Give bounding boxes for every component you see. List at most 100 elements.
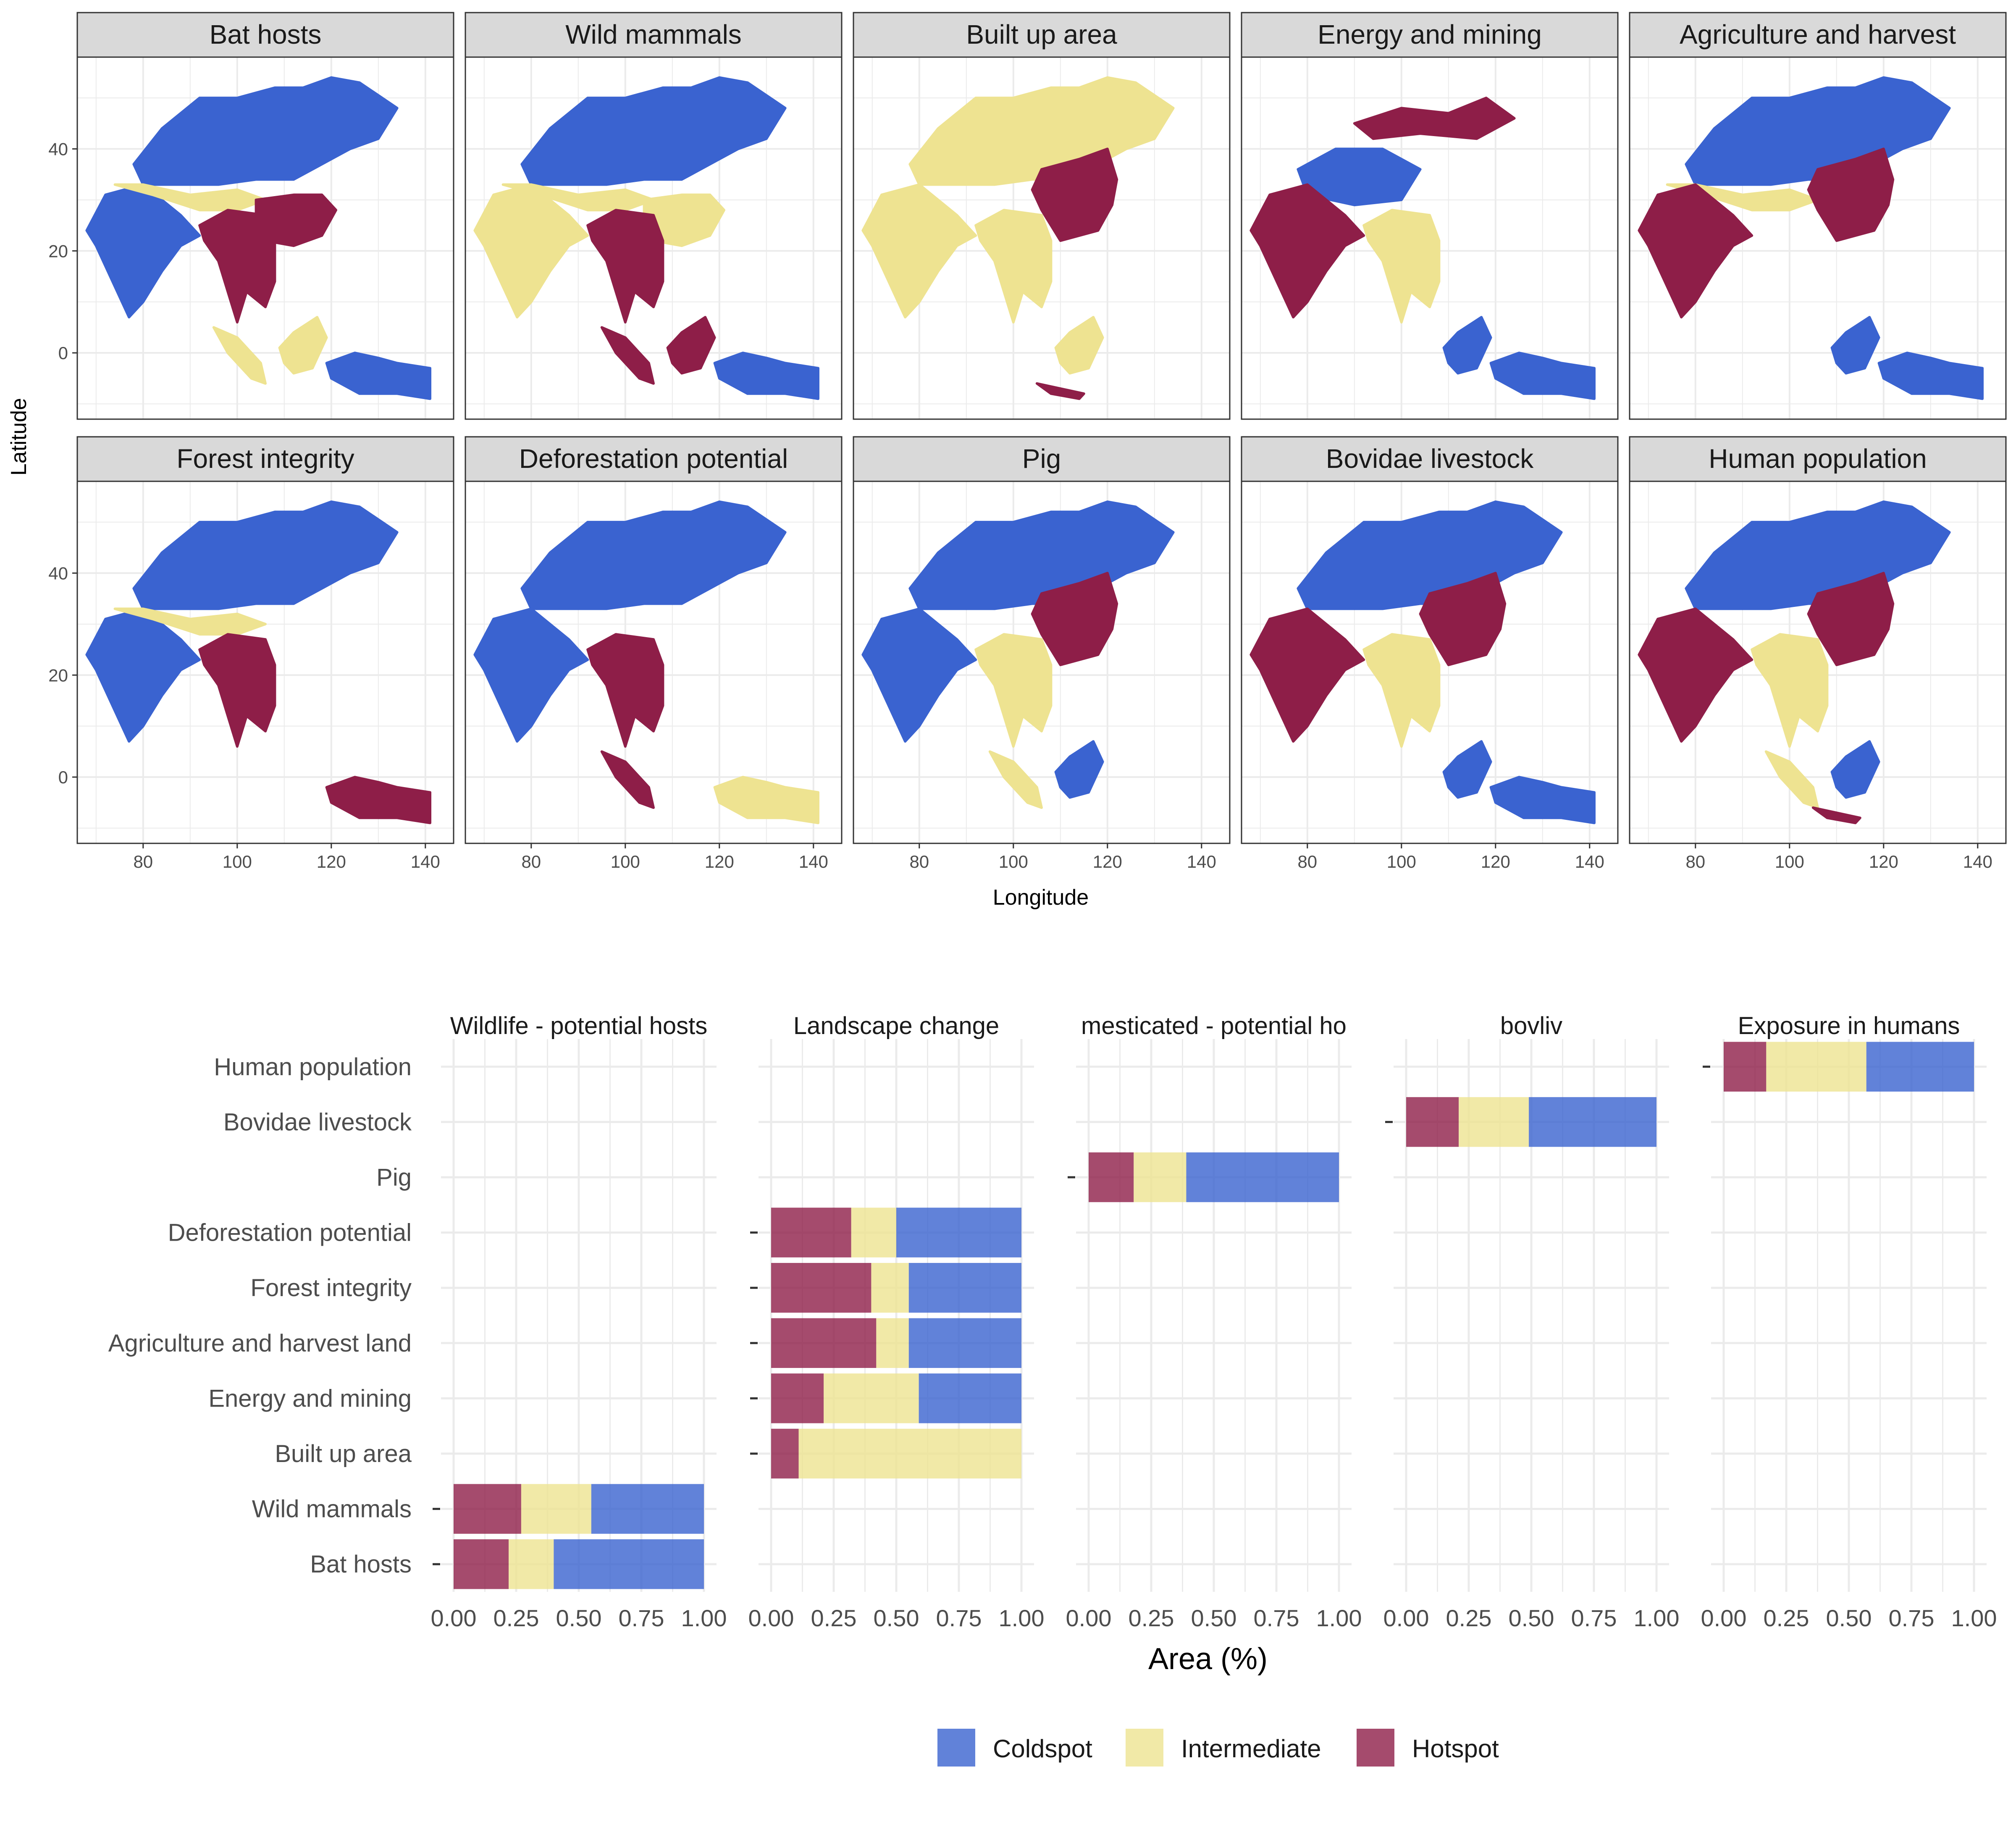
bar-segment-intermediate — [1134, 1152, 1186, 1202]
map-x-tick-label: 140 — [1187, 852, 1216, 872]
map-facet: Bat hosts 40 20 0 — [48, 12, 454, 420]
map-facet-strip — [853, 436, 1231, 482]
map-region-indochina — [586, 633, 664, 748]
map-x-tick-label: 120 — [1481, 852, 1510, 872]
map-region-east_islands — [713, 352, 819, 400]
map-panel-border — [76, 480, 454, 844]
map-x-tick-label: 140 — [799, 852, 828, 872]
bar-segment-hotspot — [454, 1539, 509, 1589]
bar-x-tick-label: 0.50 — [1191, 1605, 1237, 1631]
bar-segment-coldspot — [591, 1484, 704, 1534]
bar-segment-coldspot — [1529, 1097, 1656, 1147]
map-facet-strip — [76, 12, 454, 58]
bar-segment-coldspot — [919, 1373, 1021, 1423]
map-facet: Human population 80 100 120 140 — [1629, 436, 2007, 872]
bar-x-tick-label: 0.75 — [1889, 1605, 1935, 1631]
bar-x-tick-label: 0.00 — [1383, 1605, 1429, 1631]
map-facet-title: Deforestation potential — [519, 444, 788, 474]
bar-segment-coldspot — [908, 1263, 1021, 1313]
map-region-india — [473, 607, 589, 743]
map-facet-strip — [1241, 12, 1619, 58]
category-label: Agriculture and harvest land — [108, 1330, 412, 1357]
map-facet: Bovidae livestock 80 100 120 140 — [1241, 436, 1619, 872]
map-region-borneo — [1054, 316, 1104, 375]
bar-segment-coldspot — [1186, 1152, 1339, 1202]
bar-facet-title: bovliv — [1500, 1012, 1562, 1040]
map-x-tick-label: 100 — [223, 852, 252, 872]
map-facet-strip — [76, 436, 454, 482]
map-panel-border — [853, 480, 1231, 844]
map-region-borneo — [278, 316, 328, 375]
map-facet-title: Forest integrity — [176, 444, 354, 474]
bar-x-tick-label: 0.50 — [1826, 1605, 1872, 1631]
bar-x-tick-label: 0.50 — [874, 1605, 919, 1631]
bar-x-tick-label: 0.25 — [1129, 1605, 1174, 1631]
map-facet-title: Bovidae livestock — [1326, 444, 1534, 474]
map-facet: Wild mammals — [465, 12, 843, 420]
map-facet-title: Pig — [1022, 444, 1061, 474]
map-panel-border — [1629, 480, 2007, 844]
map-facet-title: Built up area — [966, 19, 1117, 50]
map-x-tick-label: 80 — [133, 852, 153, 872]
bar-segment-hotspot — [1406, 1097, 1459, 1147]
map-panel-border — [853, 56, 1231, 420]
map-x-tick-label: 120 — [705, 852, 734, 872]
map-region-east_islands — [325, 352, 431, 400]
bar-x-tick-label: 0.25 — [1446, 1605, 1492, 1631]
map-facet-title: Energy and mining — [1318, 19, 1542, 50]
map-x-tick-label: 80 — [909, 852, 929, 872]
map-region-east_islands — [713, 776, 819, 824]
map-facet: Deforestation potential 80 100 120 140 — [465, 436, 843, 872]
bar-segment-coldspot — [1866, 1042, 1974, 1092]
map-facet-strip — [1629, 436, 2007, 482]
map-region-indochina — [1362, 209, 1441, 324]
bar-segment-hotspot — [771, 1318, 877, 1368]
bar-x-tick-label: 0.50 — [1509, 1605, 1554, 1631]
map-x-tick-label: 140 — [1963, 852, 1992, 872]
map-panel-border — [465, 480, 843, 844]
map-x-tick-label: 140 — [1575, 852, 1604, 872]
bar-x-tick-label: 0.00 — [1701, 1605, 1747, 1631]
bar-segment-intermediate — [798, 1428, 1021, 1479]
bar-x-tick-label: 0.50 — [556, 1605, 602, 1631]
map-region-sumatra — [988, 750, 1043, 809]
map-x-tick-label: 80 — [1685, 852, 1705, 872]
bar-x-tick-label: 0.00 — [748, 1605, 794, 1631]
map-y-tick-label: 20 — [48, 665, 68, 685]
bar-facet-title: Wildlife - potential hosts — [450, 1012, 707, 1040]
map-facet-strip — [1629, 12, 2007, 58]
map-region-india — [861, 183, 977, 319]
map-region-indochina — [198, 633, 276, 748]
map-facet-title: Bat hosts — [210, 19, 322, 50]
map-region-borneo — [1830, 740, 1880, 799]
map-region-india — [1250, 607, 1365, 743]
legend-label: Intermediate — [1181, 1735, 1321, 1763]
map-facet: Built up area — [853, 12, 1231, 420]
bar-segment-intermediate — [824, 1373, 919, 1423]
legend-key-intermediate — [1126, 1729, 1163, 1767]
bar-x-tick-label: 0.75 — [619, 1605, 664, 1631]
map-region-borneo — [1442, 316, 1492, 375]
map-region-north — [520, 76, 787, 186]
bar-x-tick-label: 0.00 — [431, 1605, 477, 1631]
map-facet-strip — [853, 12, 1231, 58]
map-y-tick-label: 40 — [48, 564, 68, 583]
map-region-borneo — [1054, 740, 1104, 799]
map-x-tick-label: 100 — [1387, 852, 1416, 872]
map-y-tick-label: 40 — [48, 139, 68, 159]
bar-segment-coldspot — [896, 1208, 1021, 1257]
bar-facets: Human population Bovidae livestock Pig Defo… — [108, 1012, 1997, 1631]
map-region-north — [132, 500, 399, 610]
bar-segment-hotspot — [771, 1373, 824, 1423]
map-region-borneo — [666, 316, 716, 375]
legend-label: Hotspot — [1412, 1735, 1499, 1763]
bar-x-tick-label: 0.25 — [1764, 1605, 1809, 1631]
map-region-java — [1035, 382, 1085, 400]
bar-segment-hotspot — [771, 1208, 851, 1257]
map-region-east_china — [1807, 572, 1895, 667]
map-y-tick-label: 20 — [48, 241, 68, 261]
category-label: Energy and mining — [208, 1385, 412, 1412]
map-region-sumatra — [600, 750, 655, 809]
map-x-tick-label: 100 — [999, 852, 1028, 872]
map-x-tick-label: 120 — [317, 852, 346, 872]
